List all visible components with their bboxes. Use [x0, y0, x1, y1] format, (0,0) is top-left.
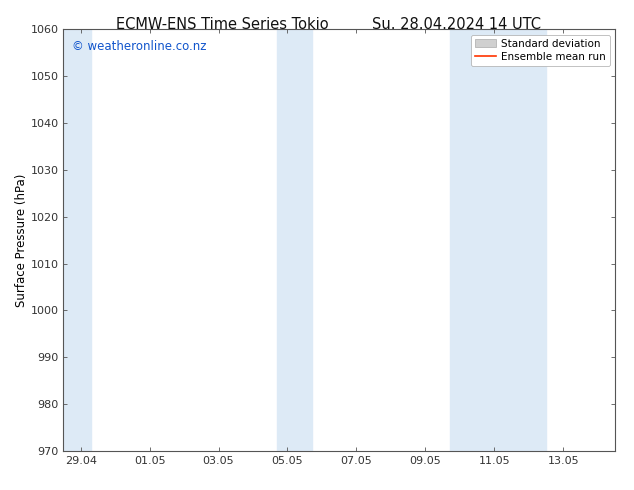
Text: © weatheronline.co.nz: © weatheronline.co.nz: [72, 40, 206, 53]
Bar: [450, 29, 546, 451]
Text: Su. 28.04.2024 14 UTC: Su. 28.04.2024 14 UTC: [372, 17, 541, 32]
Bar: [63, 29, 91, 451]
Text: ECMW-ENS Time Series Tokio: ECMW-ENS Time Series Tokio: [115, 17, 328, 32]
Bar: [277, 29, 312, 451]
Legend: Standard deviation, Ensemble mean run: Standard deviation, Ensemble mean run: [470, 35, 610, 66]
Y-axis label: Surface Pressure (hPa): Surface Pressure (hPa): [15, 173, 28, 307]
